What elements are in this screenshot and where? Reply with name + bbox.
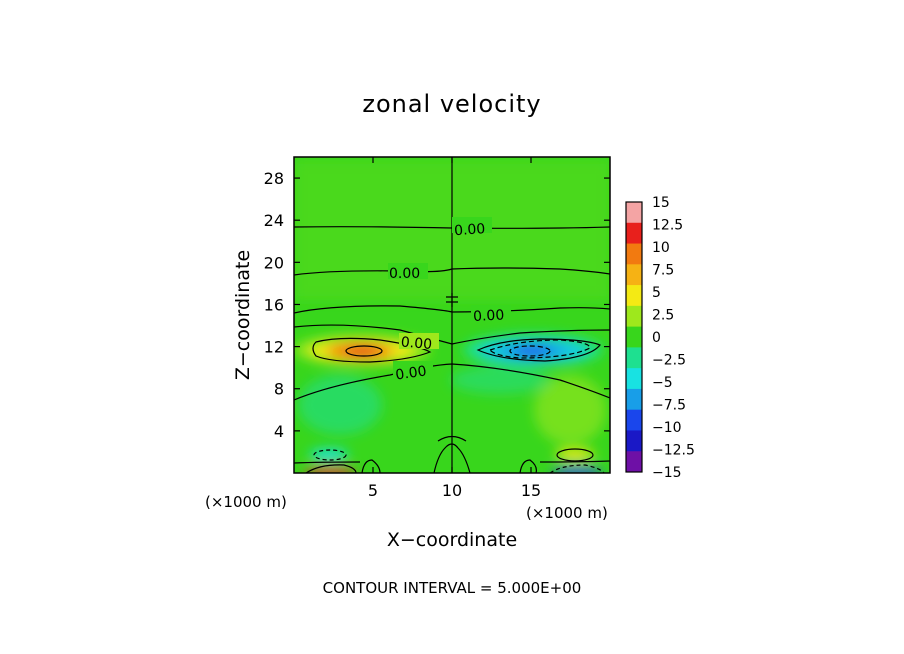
contour-label-13: 0.00 [400, 334, 432, 353]
center-symbol [446, 293, 458, 307]
surface-line [294, 460, 610, 464]
colorbar-label: −2.5 [652, 353, 686, 369]
x-axis-ticks: 5 10 15 [368, 157, 541, 500]
plot-area: 0.00 0.00 0.00 0.00 0.00 [294, 157, 610, 473]
y-tick-label: 12 [264, 338, 284, 357]
colorbar: 15 12.5 10 7.5 5 2.5 0 −2.5 −5 −7.5 −10 −12.5 −15 [625, 195, 695, 481]
y-tick-label: 28 [264, 169, 284, 188]
colorbar-label: 7.5 [652, 263, 674, 279]
bottom-mound-center [433, 443, 471, 473]
y-tick-label: 4 [274, 422, 284, 441]
colorbar-label: −5 [652, 375, 673, 391]
y-axis-label: Z−coordinate [232, 250, 254, 380]
colorbar-segment [626, 222, 642, 245]
colorbar-segment [626, 326, 642, 348]
colorbar-label: 5 [652, 285, 661, 301]
colorbar-label: −7.5 [652, 398, 686, 414]
contour-label-15: 0.00 [473, 307, 505, 325]
colorbar-segment [626, 285, 642, 307]
chart-title: zonal velocity [362, 90, 541, 118]
x-tick-label: 5 [368, 481, 378, 500]
colorbar-segment [626, 202, 642, 224]
right-jet-negative-contour [488, 339, 591, 359]
mid-right-negative [450, 366, 550, 394]
surface-left-positive [304, 467, 356, 473]
positive-jet-core [345, 346, 379, 356]
contour-label-24: 0.00 [454, 221, 486, 239]
colorbar-frame [625, 201, 643, 473]
surface-right-neg-contour [549, 464, 605, 473]
surface-left-pos-contour [305, 464, 357, 473]
bottom-left-loop [361, 459, 381, 473]
colorbar-segment [626, 305, 642, 328]
negative-jet-core [514, 346, 550, 356]
right-jet-core-contour [509, 345, 551, 357]
colorbar-label: 15 [652, 195, 670, 211]
left-jet-core-contour [345, 345, 383, 357]
surface-left-neg-contour [313, 449, 347, 461]
bottom-cap-center [437, 435, 467, 442]
contour-label-10: 0.00 [394, 363, 427, 383]
x-tick-label: 10 [442, 481, 462, 500]
colorbar-segment [626, 409, 642, 431]
zero-contour-13 [294, 324, 610, 345]
colorbar-label: 0 [652, 330, 661, 346]
x-axis-label: X−coordinate [387, 529, 517, 551]
x-tick-label: 15 [521, 481, 541, 500]
zero-contour-19 [294, 267, 610, 276]
surface-right-pos-contour [556, 448, 594, 462]
bottom-right-loop [519, 459, 537, 473]
y-tick-label: 24 [264, 211, 284, 230]
surface-right-negative [551, 467, 603, 473]
contour-label-19: 0.00 [389, 266, 420, 282]
zero-contour-10 [294, 363, 610, 401]
y-tick-label: 16 [264, 295, 284, 314]
y-axis-ticks: 4 8 12 16 20 24 28 [264, 169, 610, 441]
colorbar-segment [626, 388, 642, 411]
colorbar-label: −15 [652, 465, 682, 481]
surface-right-positive [555, 449, 595, 461]
zero-contour-15 [294, 305, 610, 314]
colorbar-segment [626, 243, 642, 265]
contour-interval-note: CONTOUR INTERVAL = 5.000E+00 [323, 579, 582, 597]
colorbar-segment [626, 430, 642, 452]
left-jet-contour [312, 337, 432, 363]
colorbar-label: 12.5 [652, 218, 683, 234]
right-jet-contour [476, 338, 601, 362]
colorbar-label: −10 [652, 420, 682, 436]
lower-left-negative [298, 375, 382, 435]
colorbar-segment [626, 264, 642, 286]
x-unit-label: (×1000 m) [526, 504, 608, 522]
y-unit-label: (×1000 m) [205, 493, 287, 511]
colorbar-segment [626, 347, 642, 369]
y-tick-label: 20 [264, 253, 284, 272]
contour-labels: 0.00 0.00 0.00 0.00 0.00 [388, 217, 511, 384]
colorbar-label: −12.5 [652, 443, 695, 459]
surface-left-negative [309, 449, 349, 461]
lower-right-positive [534, 375, 606, 445]
y-tick-label: 8 [274, 380, 284, 399]
colorbar-label: 10 [652, 240, 670, 256]
colorbar-segment [626, 368, 642, 390]
colorbar-segment [626, 451, 642, 473]
colorbar-label: 2.5 [652, 308, 674, 324]
